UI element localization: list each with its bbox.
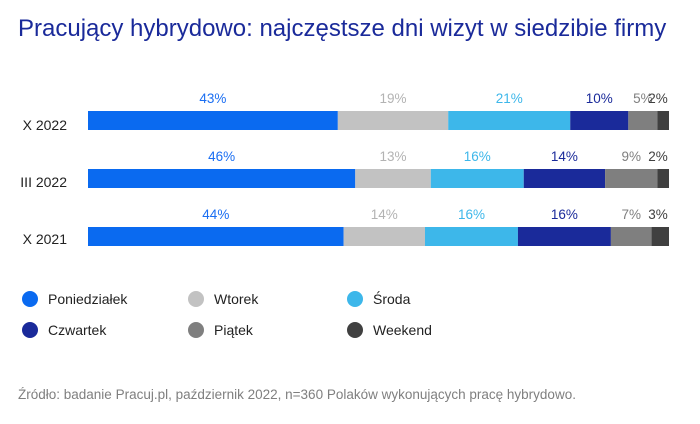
data-label: 16% <box>464 149 491 164</box>
bar-segment <box>628 111 658 130</box>
bar-segment <box>570 111 629 130</box>
legend-swatch <box>22 322 38 338</box>
legend-item-czwartek: Czwartek <box>22 322 106 338</box>
legend-label: Poniedziałek <box>48 291 128 307</box>
data-label: 5% <box>633 91 653 106</box>
data-label: 16% <box>551 207 578 222</box>
bar-segment <box>337 111 449 130</box>
data-label: 2% <box>648 149 668 164</box>
bar-segment <box>424 227 518 246</box>
data-label: 14% <box>371 207 398 222</box>
bar-segment <box>657 169 669 188</box>
bar-segment <box>657 111 669 130</box>
legend-item-piatek: Piątek <box>188 322 253 338</box>
legend-item-wtorek: Wtorek <box>188 291 258 307</box>
legend-label: Czwartek <box>48 322 107 338</box>
category-label: III 2022 <box>20 174 67 190</box>
data-label: 43% <box>199 91 226 106</box>
data-label: 21% <box>496 91 523 106</box>
legend-label: Środa <box>373 291 411 307</box>
category-label: X 2021 <box>23 231 68 247</box>
bar-segment <box>88 111 338 130</box>
legend-swatch <box>347 322 363 338</box>
legend-swatch <box>347 291 363 307</box>
data-label: 46% <box>208 149 235 164</box>
chart-title: Pracujący hybrydowo: najczęstsze dni wiz… <box>18 15 667 42</box>
data-label: 7% <box>621 207 641 222</box>
bar-segment <box>523 169 606 188</box>
bar-segment <box>448 111 571 130</box>
legend-label: Piątek <box>214 322 253 338</box>
data-label: 2% <box>648 91 668 106</box>
data-label: 9% <box>621 149 641 164</box>
legend-swatch <box>22 291 38 307</box>
bar-segment <box>430 169 524 188</box>
legend-swatch <box>188 291 204 307</box>
data-label: 3% <box>648 207 668 222</box>
bar-segment <box>88 227 344 246</box>
legend-swatch <box>188 322 204 338</box>
data-label: 10% <box>586 91 613 106</box>
category-label: X 2022 <box>23 117 68 133</box>
bar-segment <box>610 227 652 246</box>
bar-segment <box>343 227 425 246</box>
bar-segment <box>517 227 611 246</box>
legend-label: Wtorek <box>214 291 259 307</box>
data-label: 16% <box>458 207 485 222</box>
legend-label: Weekend <box>373 322 432 338</box>
legend-item-poniedzialek: Poniedziałek <box>22 291 127 307</box>
source-note: Źródło: badanie Pracuj.pl, październik 2… <box>18 387 576 402</box>
data-label: 44% <box>202 207 229 222</box>
bar-segment <box>88 169 356 188</box>
data-label: 13% <box>380 149 407 164</box>
bar-segment <box>355 169 431 188</box>
legend-item-weekend: Weekend <box>347 322 432 338</box>
bar-segment <box>605 169 658 188</box>
data-label: 14% <box>551 149 578 164</box>
legend-item-sroda: Środa <box>347 291 410 307</box>
bar-segment <box>651 227 669 246</box>
data-label: 19% <box>380 91 407 106</box>
